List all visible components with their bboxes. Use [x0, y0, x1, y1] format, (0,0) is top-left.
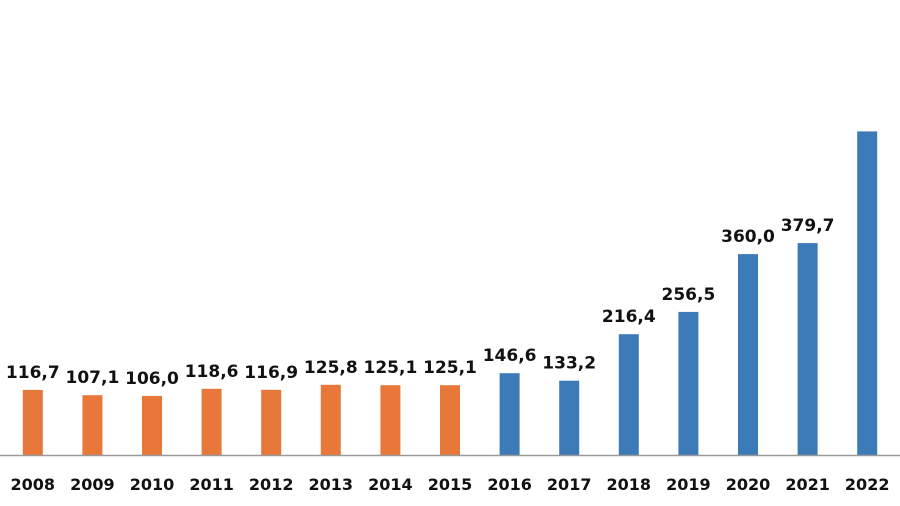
- x-tick-label-2019: 2019: [666, 475, 711, 494]
- x-tick-label-2012: 2012: [249, 475, 294, 494]
- x-tick-label-2011: 2011: [189, 475, 234, 494]
- bar-2008: [22, 389, 43, 455]
- x-tick-label-2020: 2020: [726, 475, 771, 494]
- bar-2011: [201, 388, 222, 455]
- x-tick-label-2021: 2021: [785, 475, 830, 494]
- value-label-2013: 125,8: [304, 358, 358, 378]
- bar-2013: [320, 384, 341, 455]
- value-label-2017: 133,2: [542, 354, 596, 374]
- bar-2012: [261, 389, 282, 455]
- value-label-2020: 360,0: [721, 227, 775, 247]
- x-tick-label-2008: 2008: [11, 475, 56, 494]
- value-label-2016: 146,6: [483, 346, 537, 366]
- value-label-2021: 379,7: [781, 216, 835, 236]
- x-tick-label-2015: 2015: [428, 475, 473, 494]
- value-label-2015: 125,1: [423, 358, 477, 378]
- value-label-2014: 125,1: [364, 358, 418, 378]
- value-labels-group: 116,7 107,1 106,0 118,6 116,9 125,8 125,1 125,1…: [6, 216, 835, 389]
- bar-2022: [857, 131, 878, 455]
- x-tick-label-2009: 2009: [70, 475, 115, 494]
- x-tick-label-2013: 2013: [309, 475, 354, 494]
- value-label-2012: 116,9: [244, 363, 298, 383]
- x-tick-labels-group: 2008 2009 2010 2011 2012 2013 2014 2015 2016 2017…: [11, 475, 890, 494]
- value-label-2008: 116,7: [6, 363, 60, 383]
- bar-2016: [499, 373, 520, 455]
- bar-2017: [559, 380, 580, 455]
- bar-2021: [797, 243, 818, 455]
- bar-2015: [440, 385, 460, 455]
- bar-2018: [618, 334, 639, 455]
- x-tick-label-2010: 2010: [130, 475, 175, 494]
- value-label-2019: 256,5: [662, 285, 716, 305]
- x-tick-label-2017: 2017: [547, 475, 592, 494]
- x-tick-label-2014: 2014: [368, 475, 413, 494]
- bar-2009: [82, 395, 103, 455]
- x-tick-label-2016: 2016: [487, 475, 532, 494]
- x-tick-label-2022: 2022: [845, 475, 890, 494]
- value-label-2009: 107,1: [66, 368, 120, 388]
- bar-2019: [678, 311, 699, 455]
- bar-2020: [738, 254, 758, 455]
- bar-2014: [380, 385, 401, 455]
- bar-2010: [142, 395, 162, 455]
- x-tick-label-2018: 2018: [607, 475, 652, 494]
- value-label-2010: 106,0: [125, 369, 179, 389]
- value-label-2011: 118,6: [185, 362, 239, 382]
- value-label-2018: 216,4: [602, 307, 656, 327]
- bars-group: [22, 131, 878, 455]
